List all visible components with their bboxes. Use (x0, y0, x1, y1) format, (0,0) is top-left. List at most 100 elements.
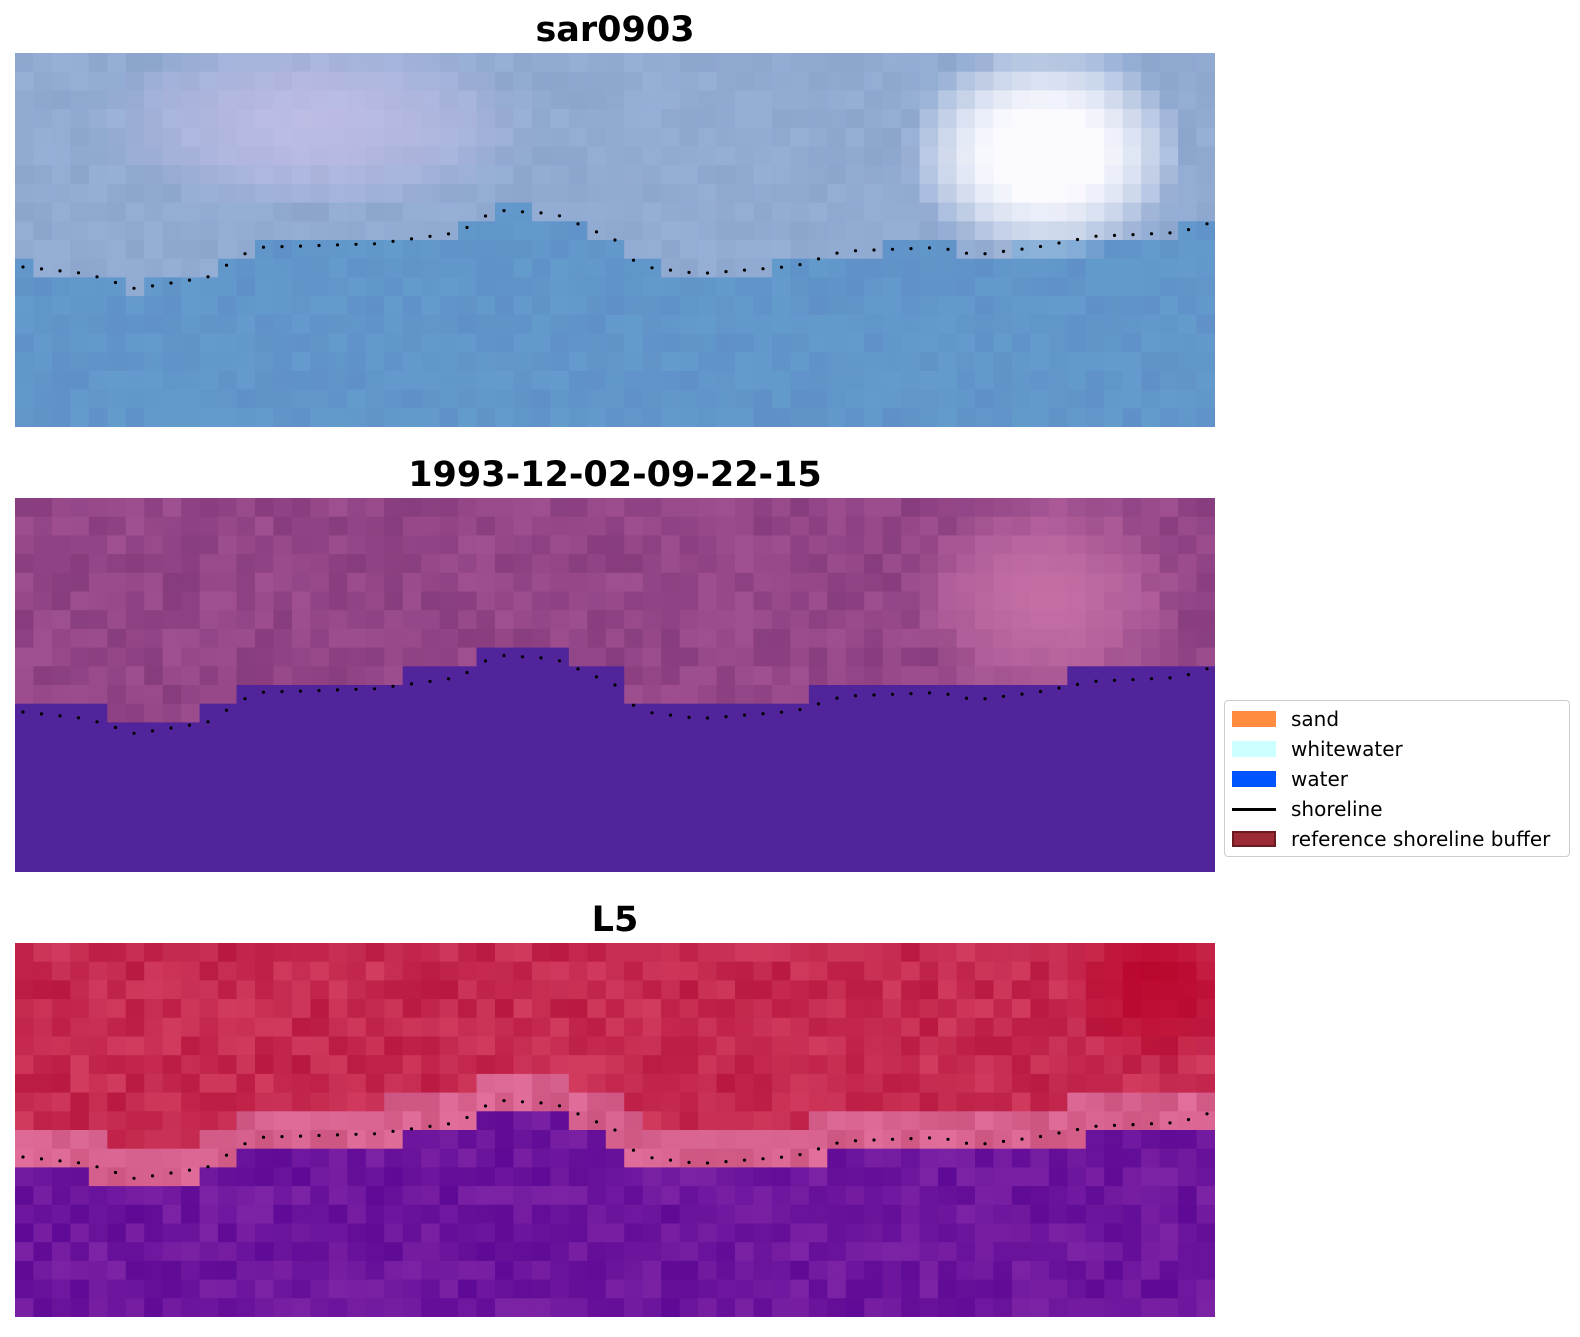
pixel-cell (273, 1223, 293, 1243)
pixel-cell (845, 628, 865, 649)
pixel-cell (993, 90, 1013, 110)
pixel-cell (790, 1242, 810, 1262)
pixel-cell (33, 1298, 53, 1317)
pixel-cell (15, 961, 35, 981)
pixel-cell (199, 703, 219, 723)
pixel-cell (328, 628, 348, 649)
shoreline-dot (169, 281, 173, 285)
pixel-cell (716, 980, 736, 1000)
pixel-cell (347, 1167, 367, 1187)
pixel-cell (402, 146, 422, 166)
pixel-cell (938, 741, 958, 761)
pixel-cell (679, 815, 699, 836)
pixel-cell (1067, 666, 1087, 686)
pixel-cell (1067, 1279, 1087, 1299)
pixel-cell (291, 296, 311, 316)
pixel-cell (1030, 685, 1050, 705)
pixel-cell (1030, 333, 1050, 353)
pixel-cell (70, 797, 90, 817)
pixel-cell (15, 610, 35, 630)
buffer-swatch-icon (1232, 831, 1276, 847)
pixel-cell (661, 296, 681, 316)
pixel-cell (1122, 183, 1142, 204)
shoreline-dot (724, 270, 728, 274)
pixel-cell (421, 1130, 441, 1150)
pixel-cell (624, 333, 644, 353)
pixel-cell (642, 535, 662, 555)
pixel-cell (605, 999, 625, 1019)
pixel-cell (402, 815, 422, 836)
pixel-cell (827, 759, 847, 780)
pixel-cell (513, 535, 533, 555)
pixel-cell (476, 258, 496, 278)
pixel-cell (291, 759, 311, 780)
pixel-cell (808, 314, 828, 335)
pixel-cell (15, 258, 35, 278)
pixel-cell (495, 314, 515, 335)
pixel-cell (421, 980, 441, 1000)
pixel-cell (1141, 498, 1161, 518)
pixel-cell (402, 853, 422, 872)
pixel-cell (70, 352, 90, 372)
pixel-cell (144, 1036, 164, 1056)
pixel-cell (51, 815, 71, 836)
pixel-cell (15, 202, 35, 222)
pixel-cell (919, 666, 939, 686)
pixel-cell (919, 202, 939, 222)
pixel-cell (679, 498, 699, 518)
pixel-cell (550, 591, 570, 611)
pixel-cell (125, 165, 145, 185)
pixel-cell (33, 1130, 53, 1150)
shoreline-dot (39, 267, 44, 271)
pixel-cell (513, 1298, 533, 1317)
pixel-cell (255, 296, 275, 316)
pixel-cell (587, 554, 607, 574)
pixel-cell (698, 535, 718, 555)
pixel-cell (1104, 314, 1124, 335)
shoreline-dot (816, 702, 821, 706)
pixel-cell (1048, 610, 1068, 630)
pixel-cell (642, 1111, 662, 1131)
pixel-cell (827, 741, 847, 761)
pixel-cell (236, 1167, 256, 1187)
pixel-cell (310, 554, 330, 574)
pixel-cell (88, 165, 108, 185)
pixel-cell (735, 666, 755, 686)
pixel-cell (956, 296, 976, 316)
pixel-cell (144, 1260, 164, 1281)
pixel-cell (1122, 943, 1142, 963)
pixel-cell (1030, 1223, 1050, 1243)
pixel-cell (347, 53, 367, 73)
pixel-cell (1048, 535, 1068, 555)
pixel-cell (402, 535, 422, 555)
pixel-cell (439, 389, 459, 409)
pixel-cell (882, 221, 902, 241)
pixel-cell (568, 685, 588, 705)
pixel-cell (605, 554, 625, 574)
pixel-cell (255, 1242, 275, 1262)
pixel-cell (587, 1260, 607, 1281)
pixel-cell (587, 1204, 607, 1225)
pixel-cell (347, 610, 367, 630)
pixel-cell (679, 1017, 699, 1038)
pixel-cell (864, 296, 884, 316)
pixel-cell (199, 221, 219, 241)
pixel-cell (661, 277, 681, 297)
pixel-cell (1141, 1055, 1161, 1075)
pixel-cell (199, 815, 219, 836)
legend-label: sand (1291, 707, 1340, 731)
pixel-cell (439, 352, 459, 372)
pixel-cell (735, 647, 755, 667)
pixel-cell (88, 1055, 108, 1075)
pixel-cell (605, 778, 625, 798)
pixel-cell (642, 1223, 662, 1243)
pixel-cell (199, 1204, 219, 1225)
pixel-cell (568, 834, 588, 854)
pixel-cell (107, 408, 127, 427)
pixel-cell (218, 1242, 238, 1262)
pixel-cell (88, 572, 108, 593)
pixel-cell (125, 277, 145, 297)
pixel-cell (1011, 352, 1031, 372)
pixel-cell (51, 389, 71, 409)
pixel-cell (753, 183, 773, 204)
